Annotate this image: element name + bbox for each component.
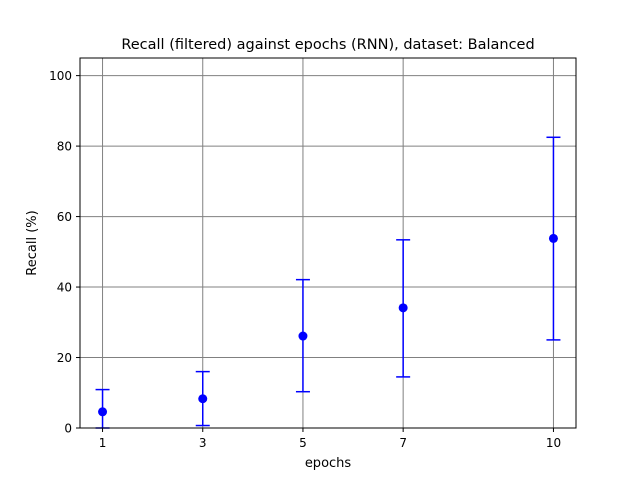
- data-point: [98, 407, 108, 417]
- y-tick-label: 20: [57, 351, 72, 365]
- y-tick-label: 80: [57, 140, 72, 154]
- plot-frame: [79, 57, 577, 429]
- data-point: [198, 394, 208, 404]
- y-tick-label: 40: [57, 281, 72, 295]
- y-axis-ticks: 0 20 40 60 80 100: [49, 69, 80, 436]
- x-axis-ticks: 1 3 5 7 10: [99, 428, 561, 450]
- y-tick-label: 100: [49, 69, 72, 83]
- chart-title: Recall (filtered) against epochs (RNN), …: [121, 37, 534, 53]
- data-point: [298, 331, 308, 341]
- data-point: [548, 233, 558, 243]
- y-tick-label: 60: [57, 210, 72, 224]
- plot-area: [80, 58, 576, 428]
- x-axis-label: epochs: [305, 456, 352, 471]
- data-point: [398, 303, 408, 313]
- x-tick-label: 7: [399, 436, 407, 450]
- x-tick-label: 3: [199, 436, 207, 450]
- y-tick-label: 0: [64, 422, 72, 436]
- y-axis-label: Recall (%): [25, 210, 40, 275]
- x-tick-label: 5: [299, 436, 307, 450]
- x-tick-label: 10: [546, 436, 561, 450]
- x-tick-label: 1: [99, 436, 107, 450]
